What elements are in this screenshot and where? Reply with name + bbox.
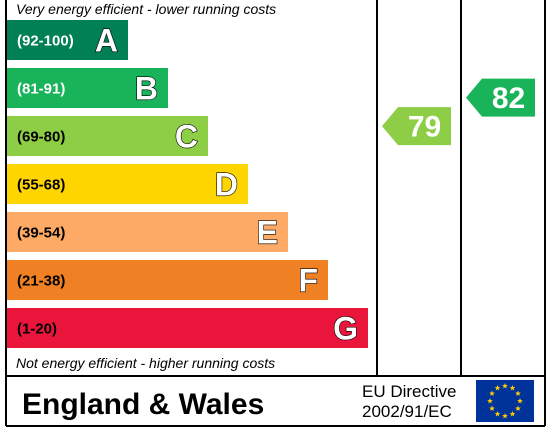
region-title: England & Wales <box>22 388 264 421</box>
potential-rating-marker: 82 <box>466 78 535 117</box>
directive-line-2: 2002/91/EC <box>362 402 452 421</box>
band-range-label: (21-38) <box>17 273 65 290</box>
band-a: (92-100) A <box>7 20 128 60</box>
eu-star <box>509 385 516 391</box>
directive-line-1: EU Directive <box>362 382 456 401</box>
band-bar-f <box>7 260 328 300</box>
eu-star <box>487 398 493 404</box>
band-bar-d <box>7 164 248 204</box>
top-note: Very energy efficient - lower running co… <box>16 1 276 17</box>
eu-star <box>515 390 521 396</box>
potential-rating-arrow <box>466 78 535 117</box>
bottom-note: Not energy efficient - higher running co… <box>16 355 275 371</box>
band-bar-g <box>7 308 368 348</box>
potential-rating-value: 82 <box>492 82 525 115</box>
band-g: (1-20) G <box>7 308 368 348</box>
current-rating-arrow <box>382 107 451 146</box>
band-bar-c <box>7 116 208 156</box>
band-letter-label: D <box>215 167 238 203</box>
band-b: (81-91) B <box>7 68 168 108</box>
band-letter-label: C <box>175 119 198 155</box>
current-rating-marker: 79 <box>382 107 451 146</box>
band-d: (55-68) D <box>7 164 248 204</box>
band-range-label: (55-68) <box>17 177 65 194</box>
eu-flag-icon <box>476 380 534 422</box>
eu-star <box>489 405 495 411</box>
band-letter-label: E <box>257 215 278 251</box>
eu-flag-stars <box>487 383 523 419</box>
band-range-label: (39-54) <box>17 225 65 242</box>
band-f: (21-38) F <box>7 260 328 300</box>
eu-star <box>502 413 508 419</box>
eu-star <box>489 390 495 396</box>
eu-star <box>494 410 501 417</box>
band-range-label: (81-91) <box>17 81 65 98</box>
eu-star <box>515 405 521 411</box>
band-range-label: (92-100) <box>17 33 74 50</box>
chart-frame <box>5 0 546 427</box>
band-letter-label: B <box>135 71 158 107</box>
band-bar-e <box>7 212 288 252</box>
current-rating-value: 79 <box>408 111 441 144</box>
band-range-label: (69-80) <box>17 129 65 146</box>
band-bar-a <box>7 20 128 60</box>
band-e: (39-54) E <box>7 212 288 252</box>
band-bar-b <box>7 68 168 108</box>
band-letter-label: F <box>298 263 318 299</box>
eu-star <box>517 398 523 404</box>
eu-star <box>494 385 501 391</box>
band-letter-label: A <box>95 23 118 59</box>
band-c: (69-80) C <box>7 116 208 156</box>
band-range-label: (1-20) <box>17 321 57 338</box>
eu-star <box>509 410 516 417</box>
eu-star <box>502 383 508 389</box>
band-letter-label: G <box>333 311 358 347</box>
rating-bands: (92-100) A (81-91) B (69-80) C (55-68) D (39-54)… <box>7 20 368 348</box>
